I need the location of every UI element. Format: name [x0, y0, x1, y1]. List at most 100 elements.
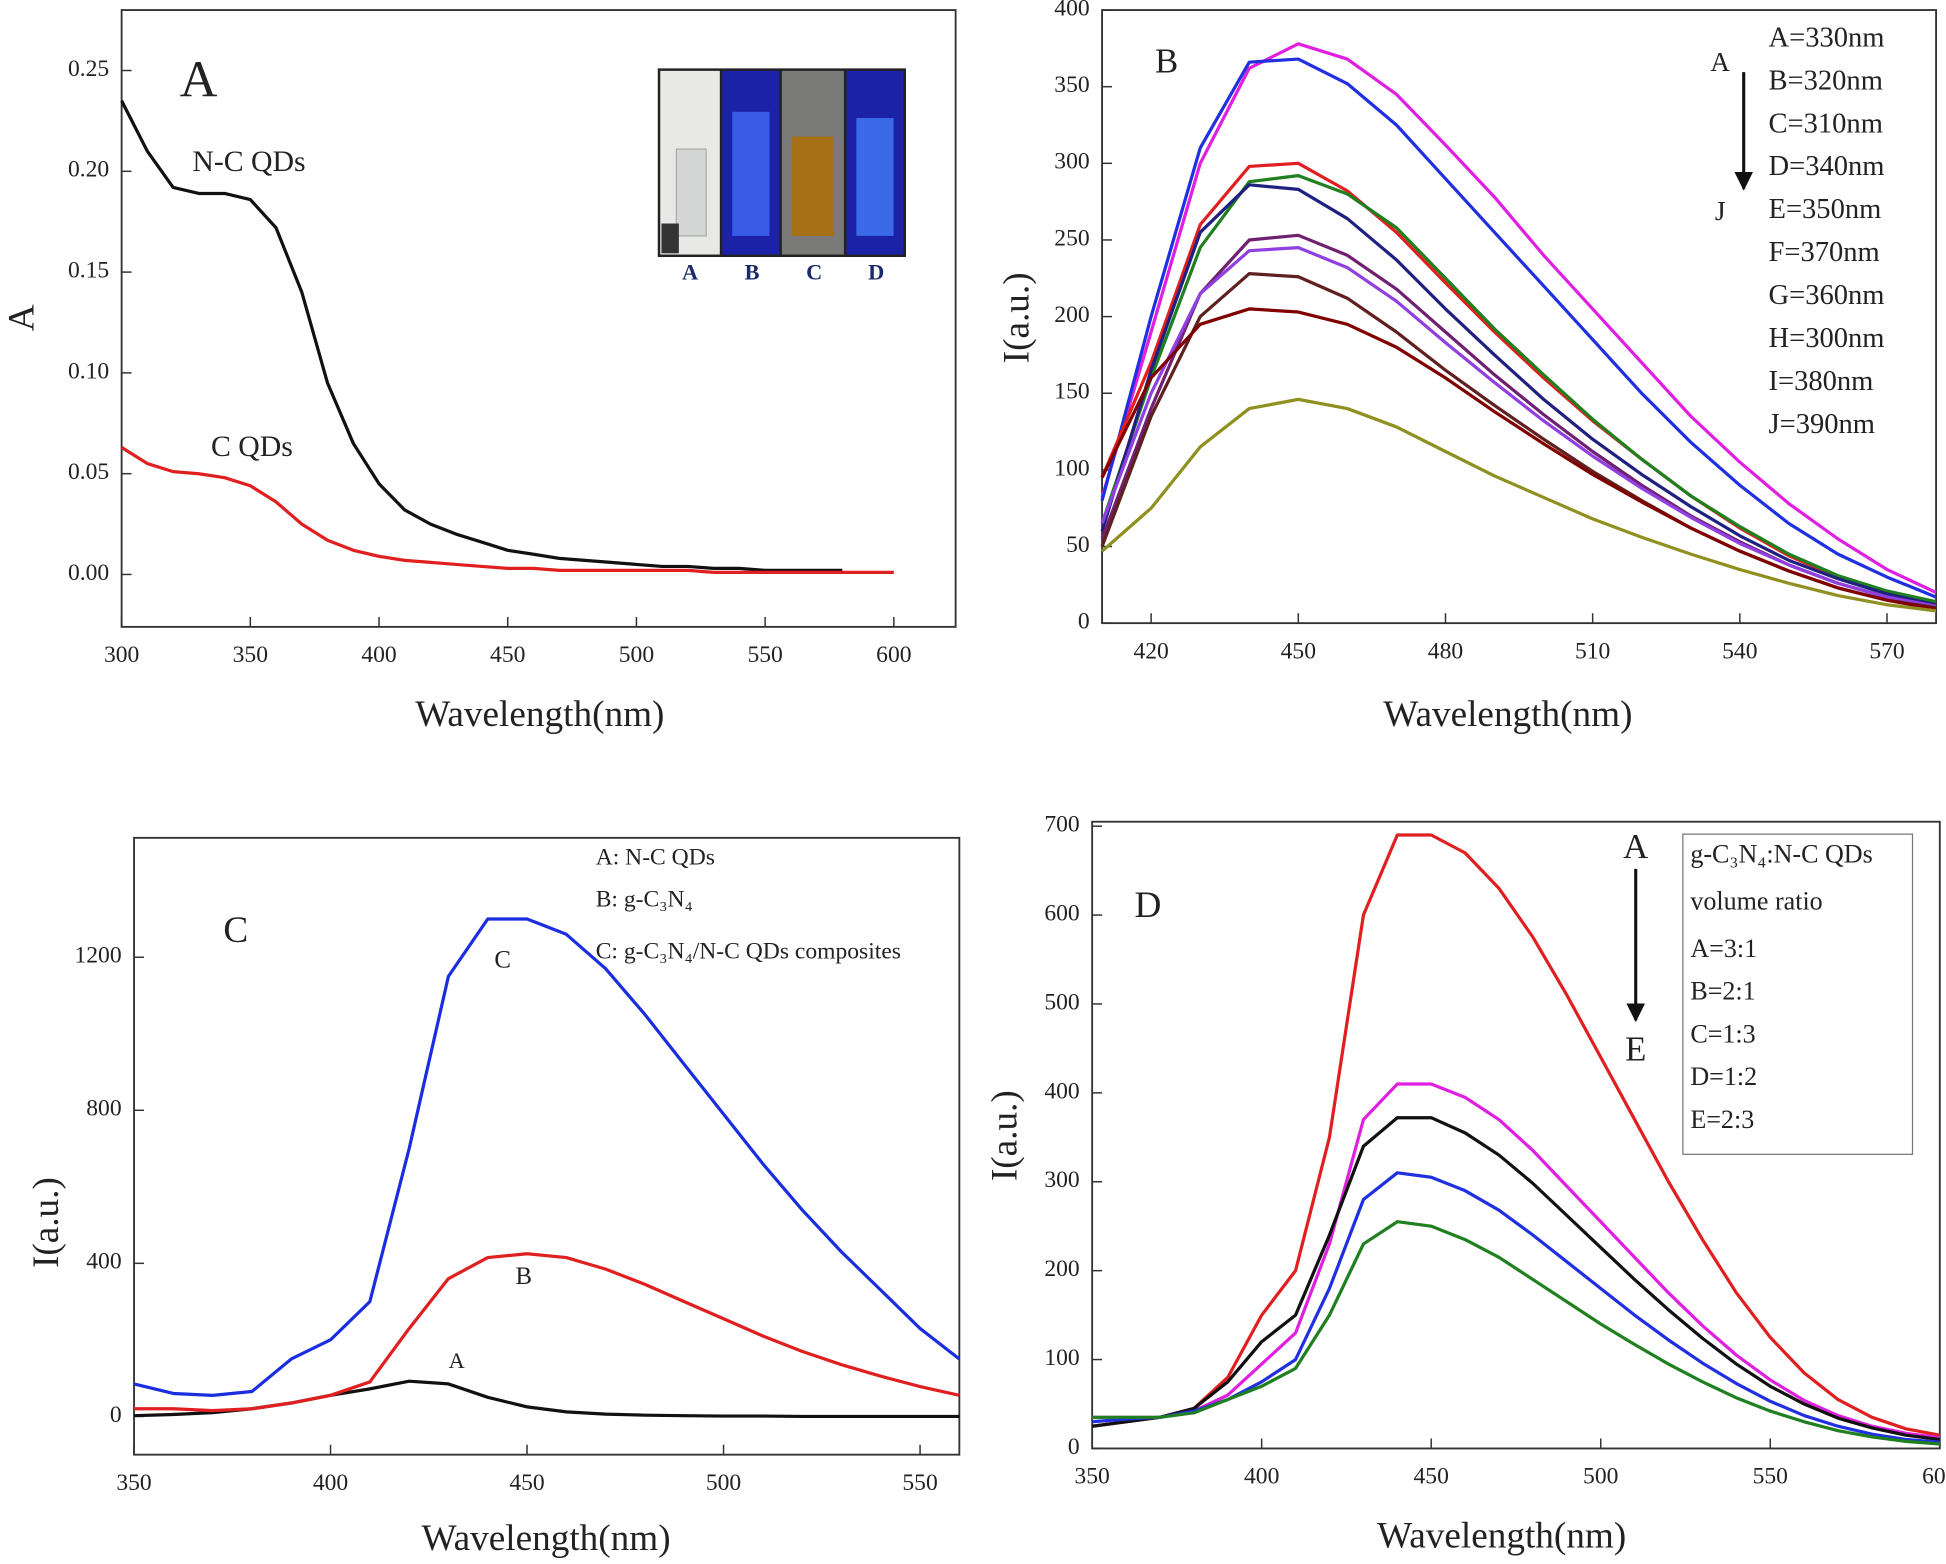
y-tick-label: 300 — [1054, 149, 1089, 175]
y-tick-label: 600 — [1044, 900, 1079, 926]
legend-title: volume ratio — [1690, 887, 1822, 916]
legend-label: H=300nm — [1769, 323, 1885, 354]
series-line — [1091, 1116, 1940, 1442]
legend-label: A=330nm — [1769, 22, 1885, 53]
plot-frame — [1091, 820, 1941, 1450]
panel-label: A — [180, 51, 218, 108]
x-tick-label: 450 — [1281, 638, 1316, 664]
x-tick-label: 500 — [1583, 1464, 1618, 1490]
legend-label: D=340nm — [1769, 151, 1885, 182]
series-line — [134, 1252, 960, 1413]
y-tick-label: 200 — [1044, 1256, 1079, 1282]
series-line — [1100, 307, 1937, 611]
panel-label: C — [223, 910, 248, 951]
legend-label: B=2:1 — [1690, 977, 1755, 1006]
y-tick-label: 400 — [1054, 0, 1089, 21]
x-tick-label: 400 — [1244, 1464, 1279, 1490]
y-axis-title: I(a.u.) — [997, 272, 1038, 363]
series-line — [1100, 245, 1937, 608]
arrow-label: E — [1625, 1030, 1646, 1069]
inset-label: A — [682, 260, 698, 285]
x-tick-label: 450 — [490, 642, 525, 668]
curve-label: B — [515, 1263, 532, 1290]
x-tick-label: 510 — [1575, 638, 1610, 664]
y-tick-label: 0.05 — [68, 459, 109, 485]
panel-label: D — [1135, 885, 1162, 926]
y-tick-label: 0.20 — [68, 157, 109, 183]
series-line — [1100, 183, 1937, 607]
series-line — [1092, 1082, 1941, 1440]
legend-label: A: N-C QDs — [596, 844, 715, 870]
y-tick-label: 200 — [1054, 302, 1089, 328]
y-tick-label: 400 — [86, 1249, 121, 1275]
series-line — [1092, 1220, 1940, 1446]
y-tick-label: 700 — [1044, 812, 1079, 838]
legend-label: B=320nm — [1769, 65, 1883, 96]
x-axis-title: Wavelength(nm) — [1377, 1516, 1626, 1557]
series-line — [120, 446, 894, 574]
y-tick-label: 150 — [1054, 379, 1089, 405]
y-tick-label: 0.15 — [68, 258, 109, 284]
x-tick-label: 350 — [116, 1470, 151, 1496]
curve-label: A — [449, 1348, 465, 1373]
x-tick-label: 450 — [509, 1470, 544, 1496]
legend-label: I=380nm — [1769, 366, 1874, 397]
y-tick-label: 250 — [1054, 225, 1089, 251]
inset-label: D — [868, 260, 884, 285]
x-tick-label: 500 — [706, 1470, 741, 1496]
x-axis-title: Wavelength(nm) — [1383, 694, 1632, 735]
y-tick-label: 800 — [86, 1096, 121, 1122]
y-tick-label: 500 — [1044, 989, 1079, 1015]
inset-label: C — [806, 260, 822, 285]
y-tick-label: 0.10 — [68, 358, 109, 384]
x-axis-title: Wavelength(nm) — [415, 694, 664, 735]
x-tick-label: 600 — [1922, 1464, 1946, 1490]
x-tick-label: 540 — [1722, 638, 1757, 664]
legend-label: G=360nm — [1769, 280, 1885, 311]
series-line — [1101, 397, 1937, 613]
arrow-label: A — [1623, 827, 1648, 866]
x-tick-label: 400 — [361, 642, 396, 668]
y-axis-title: I(a.u.) — [26, 1177, 67, 1268]
x-tick-label: 350 — [1074, 1464, 1109, 1490]
legend-label: N-C QDs — [192, 145, 305, 178]
legend-title: g-C₃N₄:N-C QDs — [1690, 839, 1872, 868]
y-tick-label: 0 — [110, 1402, 122, 1428]
x-axis-title: Wavelength(nm) — [421, 1518, 670, 1559]
y-tick-label: 0.00 — [68, 560, 109, 586]
y-axis-title: A — [1, 304, 42, 331]
legend-label: D=1:2 — [1690, 1062, 1757, 1091]
y-tick-label: 0 — [1068, 1434, 1080, 1460]
series-line — [1100, 57, 1937, 599]
y-axis-title: I(a.u.) — [984, 1090, 1025, 1181]
x-tick-label: 500 — [619, 642, 654, 668]
x-tick-label: 600 — [876, 642, 911, 668]
y-tick-label: 1200 — [74, 943, 121, 969]
panel-label: B — [1155, 42, 1178, 81]
x-tick-label: 350 — [233, 642, 268, 668]
series-line — [120, 100, 843, 573]
legend-label: C=1:3 — [1690, 1019, 1755, 1048]
x-tick-label: 550 — [747, 642, 782, 668]
series-line — [1100, 42, 1937, 594]
legend-label: C=310nm — [1769, 108, 1883, 139]
series-line — [133, 917, 961, 1397]
inset-label: B — [745, 260, 760, 285]
plot-frame — [133, 836, 961, 1456]
legend-label: B: g-C₃N₄ — [596, 887, 693, 913]
x-tick-label: 300 — [104, 642, 139, 668]
x-tick-label: 550 — [902, 1470, 937, 1496]
legend-label: A=3:1 — [1690, 934, 1757, 963]
y-tick-label: 100 — [1054, 455, 1089, 481]
x-tick-label: 450 — [1414, 1464, 1449, 1490]
arrow-label: J — [1715, 196, 1726, 226]
series-line — [1091, 833, 1941, 1437]
inset-photo — [657, 68, 906, 290]
y-tick-label: 300 — [1044, 1167, 1079, 1193]
y-tick-label: 0.25 — [68, 56, 109, 82]
x-tick-label: 420 — [1133, 638, 1168, 664]
x-tick-label: 480 — [1428, 638, 1463, 664]
x-tick-label: 570 — [1869, 638, 1904, 664]
x-tick-label: 550 — [1753, 1464, 1788, 1490]
